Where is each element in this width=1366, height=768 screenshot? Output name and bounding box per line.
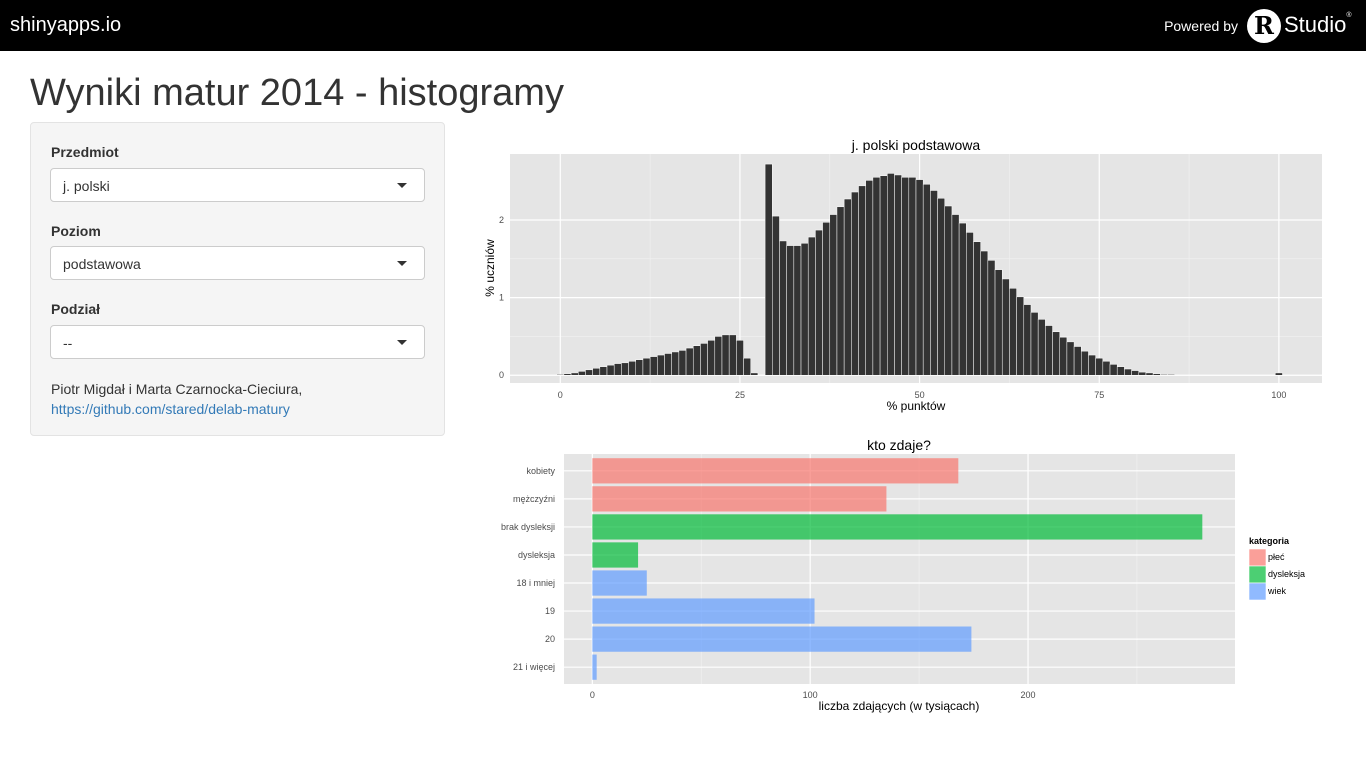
y-tick-label: 1: [499, 293, 504, 303]
x-tick-label: 100: [1271, 390, 1286, 400]
x-tick-label: 100: [803, 690, 818, 700]
github-link[interactable]: https://github.com/stared/delab-matury: [51, 401, 290, 417]
kto-zdaje-title: kto zdaje?: [867, 437, 931, 453]
split-select[interactable]: --: [50, 325, 425, 359]
chevron-down-icon: [397, 340, 407, 345]
x-tick-label: 200: [1021, 690, 1036, 700]
histogram-x-axis-label: % punktów: [887, 399, 946, 413]
kto-zdaje-ticks: 0 100 200 kobiety mężczyźni brak dysleksji dys…: [501, 466, 1036, 700]
x-tick-label: 0: [558, 390, 563, 400]
legend: płeć dysleksja wiek: [1248, 548, 1305, 601]
sidebar-panel: Przedmiot j. polski Poziom podstawowa Po…: [30, 122, 445, 436]
legend-label: płeć: [1268, 552, 1285, 562]
legend-key: [1248, 565, 1267, 584]
histogram-bar: [1275, 372, 1283, 376]
legend-label: dysleksja: [1268, 569, 1305, 579]
rstudio-word: Studio: [1284, 12, 1347, 37]
y-tick-label: dysleksja: [518, 550, 555, 560]
histogram-title: j. polski podstawowa: [851, 137, 981, 153]
histogram-bar: [743, 357, 751, 376]
histogram-ticks: 0 25 50 75 100 0 1 2: [499, 215, 1286, 400]
split-select-value: --: [63, 335, 73, 351]
y-tick-label: 19: [545, 606, 555, 616]
kto-zdaje-bar: [592, 626, 972, 652]
kto-zdaje-bar: [592, 598, 815, 624]
level-label: Poziom: [51, 223, 101, 239]
histogram-bar: [1167, 374, 1175, 376]
page-title: Wyniki matur 2014 - histogramy: [30, 72, 564, 114]
y-tick-label: 18 i mniej: [516, 578, 555, 588]
kto-zdaje-bar: [592, 542, 639, 568]
registered-mark: ®: [1346, 12, 1352, 19]
histogram-bars: [556, 163, 1283, 376]
powered-by-text: Powered by: [1164, 18, 1238, 34]
y-tick-label: kobiety: [526, 466, 555, 476]
x-tick-label: 0: [590, 690, 595, 700]
kto-zdaje-bars: [592, 458, 1203, 680]
legend-label: wiek: [1267, 586, 1287, 596]
legend-key: [1248, 548, 1267, 567]
kto-zdaje-bar: [592, 570, 647, 596]
x-tick-label: 75: [1094, 390, 1104, 400]
rstudio-logo-icon[interactable]: R: [1247, 9, 1281, 43]
y-tick-label: mężczyźni: [513, 494, 555, 504]
kto-zdaje-bar: [592, 458, 959, 484]
credit-authors: Piotr Migdał i Marta Czarnocka-Cieciura,: [51, 381, 303, 397]
histogram-bar: [750, 372, 759, 376]
split-label: Podział: [51, 301, 101, 317]
rstudio-logo-word[interactable]: Studio®: [1284, 12, 1352, 38]
y-tick-label: 21 i więcej: [513, 662, 555, 672]
subject-select-value: j. polski: [63, 178, 110, 194]
top-navbar: shinyapps.io Powered by R Studio®: [0, 0, 1366, 51]
kto-zdaje-bar: [592, 514, 1203, 540]
y-tick-label: 20: [545, 634, 555, 644]
subject-select[interactable]: j. polski: [50, 168, 425, 202]
level-select[interactable]: podstawowa: [50, 246, 425, 280]
histogram-bar: [736, 340, 744, 376]
x-tick-label: 25: [735, 390, 745, 400]
kto-zdaje-bar: [592, 486, 887, 512]
kto-zdaje-bar: [592, 654, 597, 680]
histogram-y-axis-label: % uczniów: [483, 239, 497, 297]
chevron-down-icon: [397, 261, 407, 266]
y-tick-label: brak dysleksji: [501, 522, 555, 532]
legend-key: [1248, 582, 1267, 601]
chevron-down-icon: [397, 183, 407, 188]
brand-link[interactable]: shinyapps.io: [10, 14, 122, 36]
subject-label: Przedmiot: [51, 144, 119, 160]
y-tick-label: 2: [499, 215, 504, 225]
kto-zdaje-x-axis-label: liczba zdających (w tysiącach): [819, 699, 980, 713]
y-tick-label: 0: [499, 370, 504, 380]
credit-text: Piotr Migdał i Marta Czarnocka-Cieciura,…: [51, 379, 431, 419]
x-tick-label: 50: [915, 390, 925, 400]
legend-title: kategoria: [1249, 536, 1290, 546]
level-select-value: podstawowa: [63, 256, 141, 272]
